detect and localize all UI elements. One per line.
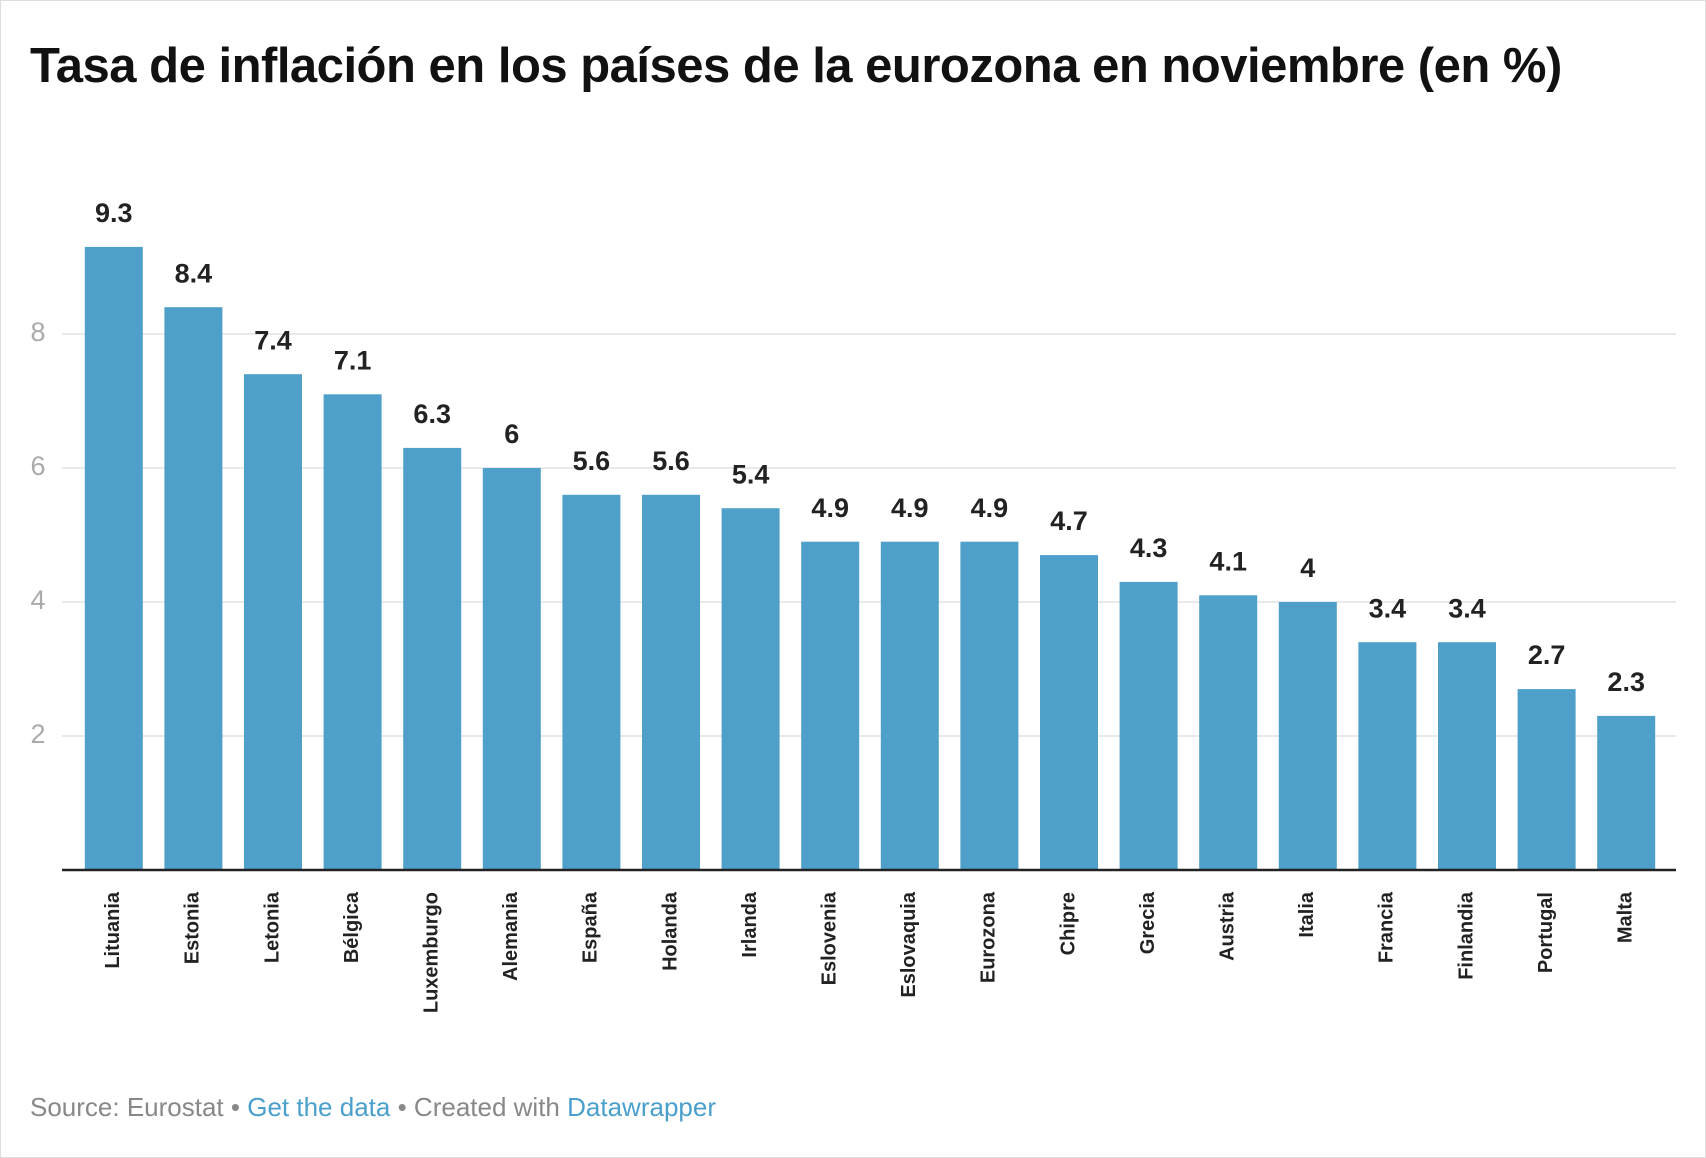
value-label: 3.4 [1448,593,1486,623]
x-tick-label: Luxemburgo [420,892,442,1013]
x-tick-label: Chipre [1057,892,1079,955]
x-tick-label: Finlandia [1455,891,1477,980]
x-tick-label: España [580,891,602,963]
bar [1199,595,1258,870]
value-label: 3.4 [1369,593,1407,623]
x-tick-label: Lituania [102,891,124,969]
bar [1040,555,1098,870]
bar [403,447,462,870]
value-label: 4.1 [1209,546,1247,576]
x-tick-label: Eslovaquia [898,891,920,997]
separator: • [230,1092,240,1122]
datawrapper-link[interactable]: Datawrapper [567,1092,716,1122]
x-tick-label: Italia [1296,891,1318,937]
bar [1358,642,1417,870]
chart-title: Tasa de inflación en los países de la eu… [30,39,1562,93]
x-tick-label: Alemania [500,891,522,981]
x-tick-label: Bélgica [341,891,363,963]
x-tick-label: Austria [1216,891,1238,961]
value-label: 2.7 [1528,640,1566,670]
bar [960,541,1019,870]
x-tick-label: Malta [1614,891,1636,943]
bar [164,307,223,870]
value-label: 7.4 [254,325,292,355]
bar [1119,581,1178,870]
value-label: 8.4 [175,258,213,288]
bar [1438,642,1496,870]
value-label: 4.9 [811,493,849,523]
value-label: 5.6 [573,446,611,476]
credit: Created with [413,1092,560,1122]
value-label: 6 [504,419,519,449]
x-tick-label: Portugal [1535,892,1557,973]
bar [642,494,700,870]
x-tick-label: Holanda [659,891,681,971]
x-tick-label: Letonia [261,891,283,963]
y-tick-label: 8 [30,317,45,347]
x-tick-label: Eurozona [978,891,1000,983]
x-tick-label: Francia [1376,891,1398,963]
x-tick-label: Irlanda [739,891,761,957]
value-label: 4.9 [891,493,929,523]
value-label: 6.3 [413,399,451,429]
x-tick-label: Estonia [182,891,204,964]
bar [562,494,621,870]
source: Source: Eurostat [30,1092,224,1122]
bar [1597,715,1656,870]
value-label: 5.4 [732,459,770,489]
bar [880,541,939,870]
separator: • [397,1092,407,1122]
bar [84,246,143,870]
footer: Source: Eurostat • Get the data • Create… [30,1092,716,1123]
value-label: 7.1 [334,345,372,375]
bar [801,541,860,870]
x-tick-label: Grecia [1137,891,1159,954]
value-label: 2.3 [1607,667,1645,697]
value-label: 4.3 [1130,533,1168,563]
bar [1278,602,1337,870]
y-tick-label: 4 [30,585,45,615]
value-label: 5.6 [652,446,690,476]
value-label: 4.7 [1050,506,1088,536]
value-label: 4.9 [971,493,1009,523]
get-data-link[interactable]: Get the data [247,1092,391,1122]
x-tick-label: Eslovenia [818,891,840,985]
y-tick-label: 2 [30,719,45,749]
value-label: 4 [1300,553,1315,583]
bar [721,508,780,870]
bar [482,468,541,870]
y-tick-label: 6 [30,451,45,481]
value-label: 9.3 [95,198,133,228]
bar [244,374,302,870]
bar [323,394,382,870]
bar [1517,689,1576,870]
